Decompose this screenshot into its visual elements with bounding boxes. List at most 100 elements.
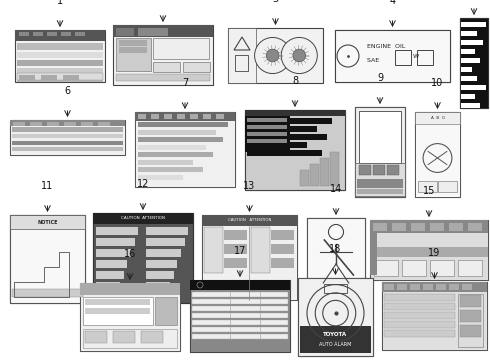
Bar <box>458 260 482 276</box>
Bar <box>12 147 123 151</box>
Bar <box>98 122 110 126</box>
Bar <box>202 215 297 300</box>
Bar <box>370 220 488 280</box>
Text: CAUTION  ATTENTION: CAUTION ATTENTION <box>121 216 165 220</box>
Bar <box>41 75 57 80</box>
Bar <box>355 107 405 197</box>
Bar <box>138 145 206 150</box>
Bar <box>96 249 131 257</box>
Bar <box>83 297 153 325</box>
Bar <box>307 218 365 298</box>
Bar <box>10 120 125 155</box>
Bar <box>224 230 247 240</box>
Text: SAE: SAE <box>367 58 381 63</box>
Bar <box>113 25 213 37</box>
Bar <box>271 244 294 254</box>
Bar <box>359 111 401 163</box>
Text: 17: 17 <box>234 246 246 256</box>
Bar <box>138 114 146 119</box>
Bar <box>374 260 398 276</box>
Bar <box>247 126 317 132</box>
Bar <box>228 28 323 83</box>
Bar <box>324 284 347 293</box>
Text: 3: 3 <box>272 0 278 4</box>
Bar <box>235 55 248 71</box>
Bar <box>384 321 455 328</box>
Bar <box>15 30 105 82</box>
Bar <box>461 76 477 81</box>
Text: AUTO ALARM: AUTO ALARM <box>319 342 352 347</box>
Bar <box>135 112 235 121</box>
Bar <box>370 220 488 280</box>
Bar <box>251 227 270 273</box>
Bar <box>17 60 103 66</box>
Bar <box>382 282 487 350</box>
Text: 9: 9 <box>377 73 383 83</box>
Bar <box>335 30 450 82</box>
Bar <box>138 175 183 180</box>
Bar <box>330 152 339 186</box>
Bar <box>247 125 287 129</box>
Bar <box>461 58 480 63</box>
Text: 13: 13 <box>244 181 256 191</box>
Bar <box>138 122 228 127</box>
Bar <box>415 112 460 197</box>
Bar <box>63 75 79 80</box>
Bar <box>430 223 444 231</box>
Bar <box>155 297 177 325</box>
Bar <box>10 215 85 229</box>
Bar <box>460 295 481 307</box>
Bar <box>384 330 455 337</box>
Bar <box>461 67 472 72</box>
Bar <box>17 73 103 80</box>
Bar <box>146 227 188 235</box>
Bar <box>384 284 394 290</box>
Bar <box>146 271 174 279</box>
Bar <box>17 76 103 82</box>
Bar <box>387 165 399 175</box>
Bar <box>80 283 180 351</box>
Bar <box>83 329 177 348</box>
Bar <box>190 280 290 290</box>
Bar <box>357 189 403 194</box>
Bar <box>245 110 345 116</box>
Bar <box>384 294 455 301</box>
Bar <box>458 294 483 347</box>
Bar <box>224 244 247 254</box>
Bar <box>382 282 487 350</box>
Bar <box>384 303 455 310</box>
Bar <box>461 103 480 108</box>
Bar <box>177 114 185 119</box>
Bar <box>247 118 287 122</box>
Text: NOTICE: NOTICE <box>37 220 58 225</box>
Bar <box>370 220 488 233</box>
Text: 11: 11 <box>41 181 53 191</box>
Bar <box>10 120 125 155</box>
Bar <box>355 107 405 197</box>
Bar <box>138 137 223 142</box>
Bar <box>153 38 209 59</box>
Bar <box>192 299 288 304</box>
Text: 2: 2 <box>160 0 166 1</box>
Bar <box>449 284 459 290</box>
Bar <box>17 68 103 74</box>
Bar <box>192 334 288 339</box>
Bar <box>192 320 288 325</box>
Bar <box>335 30 450 82</box>
Bar <box>17 43 103 50</box>
Bar <box>119 47 147 53</box>
Bar <box>96 260 127 268</box>
Bar <box>190 114 198 119</box>
Bar <box>151 114 159 119</box>
Bar <box>85 308 150 314</box>
Bar <box>81 122 93 126</box>
Bar <box>436 284 446 290</box>
Text: 1: 1 <box>57 0 63 6</box>
Bar <box>247 139 287 143</box>
Bar <box>19 75 35 80</box>
Text: 14: 14 <box>330 184 342 194</box>
Bar <box>461 40 483 45</box>
Bar <box>430 260 454 276</box>
Bar <box>85 331 107 343</box>
Bar <box>271 230 294 240</box>
